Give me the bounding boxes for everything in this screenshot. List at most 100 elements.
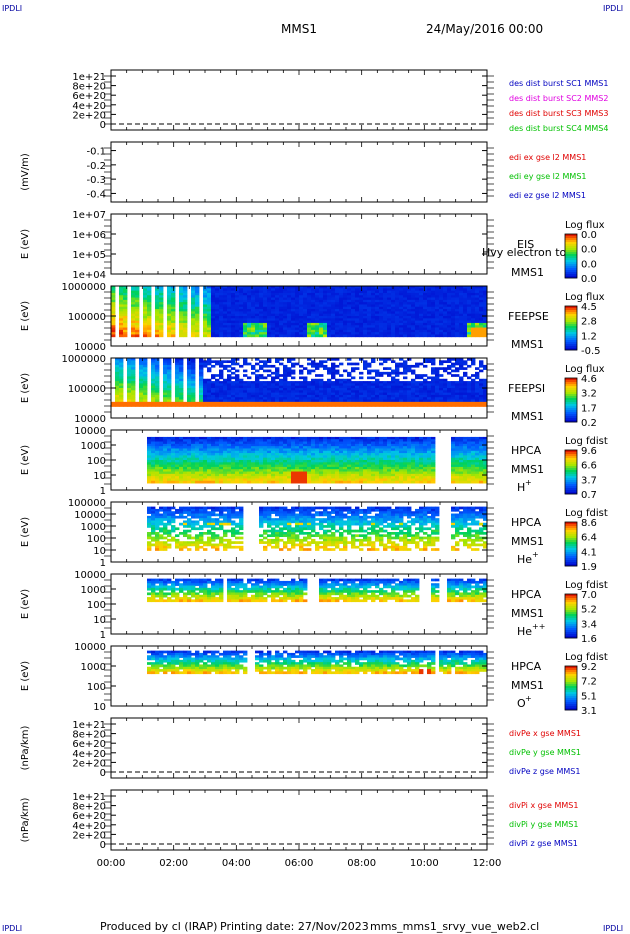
spectrogram-cell <box>391 378 396 382</box>
spectrogram-cell <box>375 371 380 375</box>
spectrogram-cell <box>351 325 356 328</box>
spectrogram-cell <box>431 320 436 324</box>
spectrogram-cell <box>455 362 460 366</box>
spectrogram-cell <box>367 295 372 298</box>
spectrogram-cell <box>447 290 452 294</box>
spectrogram-cell <box>159 462 164 466</box>
spectrogram-cell <box>179 358 184 361</box>
spectrogram-cell <box>283 394 288 398</box>
spectrogram-cell <box>315 383 320 387</box>
spectrogram-cell <box>367 480 372 484</box>
spectrogram-cell <box>319 473 324 477</box>
spectrogram-cell <box>399 404 404 407</box>
spectrogram-cell <box>399 381 404 384</box>
spectrogram-cell <box>451 318 456 322</box>
spectrogram-cell <box>247 443 252 447</box>
spectrogram-cell <box>155 392 160 396</box>
spectrogram-cell <box>219 478 224 482</box>
spectrogram-cell <box>463 325 468 328</box>
spectrogram-cell <box>291 439 296 442</box>
spectrogram-cell <box>263 309 268 312</box>
spectrogram-cell <box>227 469 232 472</box>
spectrogram-cell <box>331 448 336 452</box>
spectrogram-cell <box>307 394 312 398</box>
spectrogram-cell <box>259 297 264 301</box>
spectrogram-cell <box>331 460 336 463</box>
spectrogram-cell <box>371 322 376 326</box>
spectrogram-cell <box>183 299 188 303</box>
spectrogram-cell <box>319 306 324 310</box>
spectrogram-cell <box>335 369 340 373</box>
spectrogram-cell <box>315 394 320 398</box>
spectrogram-cell <box>351 362 356 366</box>
spectrogram-cell <box>175 450 180 454</box>
spectrogram-cell <box>391 316 396 319</box>
colorbar-swatch <box>565 318 577 321</box>
spectrogram-cell <box>235 302 240 305</box>
spectrogram-cell <box>159 302 164 305</box>
spectrogram-cell <box>239 383 244 387</box>
spectrogram-cell <box>427 329 432 333</box>
spectrogram-cell <box>131 297 136 301</box>
spectrogram-cell <box>251 381 256 384</box>
spectrogram-cell <box>167 439 172 442</box>
spectrogram-cell <box>339 448 344 452</box>
spectrogram-cell <box>151 466 156 470</box>
spectrogram-cell <box>399 302 404 305</box>
spectrogram-cell <box>291 473 296 477</box>
spectrogram-cell <box>351 322 356 326</box>
spectrogram-cell <box>211 381 216 384</box>
spectrogram-cell <box>215 401 220 405</box>
spectrogram-cell <box>147 288 152 292</box>
spectrogram-cell <box>183 455 188 459</box>
spectrogram-cell <box>287 392 292 396</box>
spectrogram-cell <box>167 376 172 380</box>
colorbar-swatch <box>565 398 577 401</box>
spectrogram-cell <box>159 332 164 335</box>
spectrogram-cell <box>183 439 188 442</box>
spectrogram-cell <box>403 329 408 333</box>
spectrogram-cell <box>307 450 312 454</box>
spectrogram-cell <box>199 371 204 375</box>
spectrogram-cell <box>479 311 484 315</box>
spectrogram-cell <box>307 358 312 361</box>
spectrogram-cell <box>299 376 304 380</box>
spectrogram-cell <box>235 311 240 315</box>
spectrogram-cell <box>179 320 184 324</box>
spectrogram-cell <box>203 476 208 479</box>
spectrogram-cell <box>203 397 208 400</box>
spectrogram-cell <box>179 471 184 475</box>
spectrogram-cell <box>363 443 368 447</box>
colorbar-tick-label: 0.2 <box>581 418 597 429</box>
spectrogram-cell <box>299 388 304 391</box>
spectrogram-cell <box>119 304 124 308</box>
spectrogram-cell <box>179 460 184 463</box>
spectrogram-cell <box>231 334 236 338</box>
spectrogram-cell <box>431 401 436 405</box>
spectrogram-cell <box>291 466 296 470</box>
spectrogram-cell <box>187 369 192 373</box>
spectrogram-cell <box>431 299 436 303</box>
colorbar-swatch <box>565 240 577 243</box>
spectrogram-cell <box>403 304 408 308</box>
spectrogram-cell <box>367 392 372 396</box>
spectrogram-cell <box>211 302 216 305</box>
spectrogram-cell <box>383 327 388 331</box>
spectrogram-cell <box>323 401 328 405</box>
spectrogram-cell <box>207 290 212 294</box>
spectrogram-cell <box>247 473 252 477</box>
spectrogram-cell <box>475 394 480 398</box>
spectrogram-cell <box>447 358 452 361</box>
spectrogram-cell <box>471 390 476 394</box>
spectrogram-cell <box>267 306 272 310</box>
instrument-label: EIS <box>517 238 534 251</box>
spectrogram-cell <box>267 313 272 317</box>
spectrogram-cell <box>147 318 152 322</box>
spectrogram-cell <box>115 394 120 398</box>
spectrogram-cell <box>279 313 284 317</box>
spectrogram-cell <box>459 358 464 361</box>
spectrogram-cell <box>227 332 232 335</box>
spectrogram-cell <box>183 332 188 335</box>
spectrogram-cell <box>347 480 352 484</box>
spectrogram-cell <box>243 399 248 403</box>
